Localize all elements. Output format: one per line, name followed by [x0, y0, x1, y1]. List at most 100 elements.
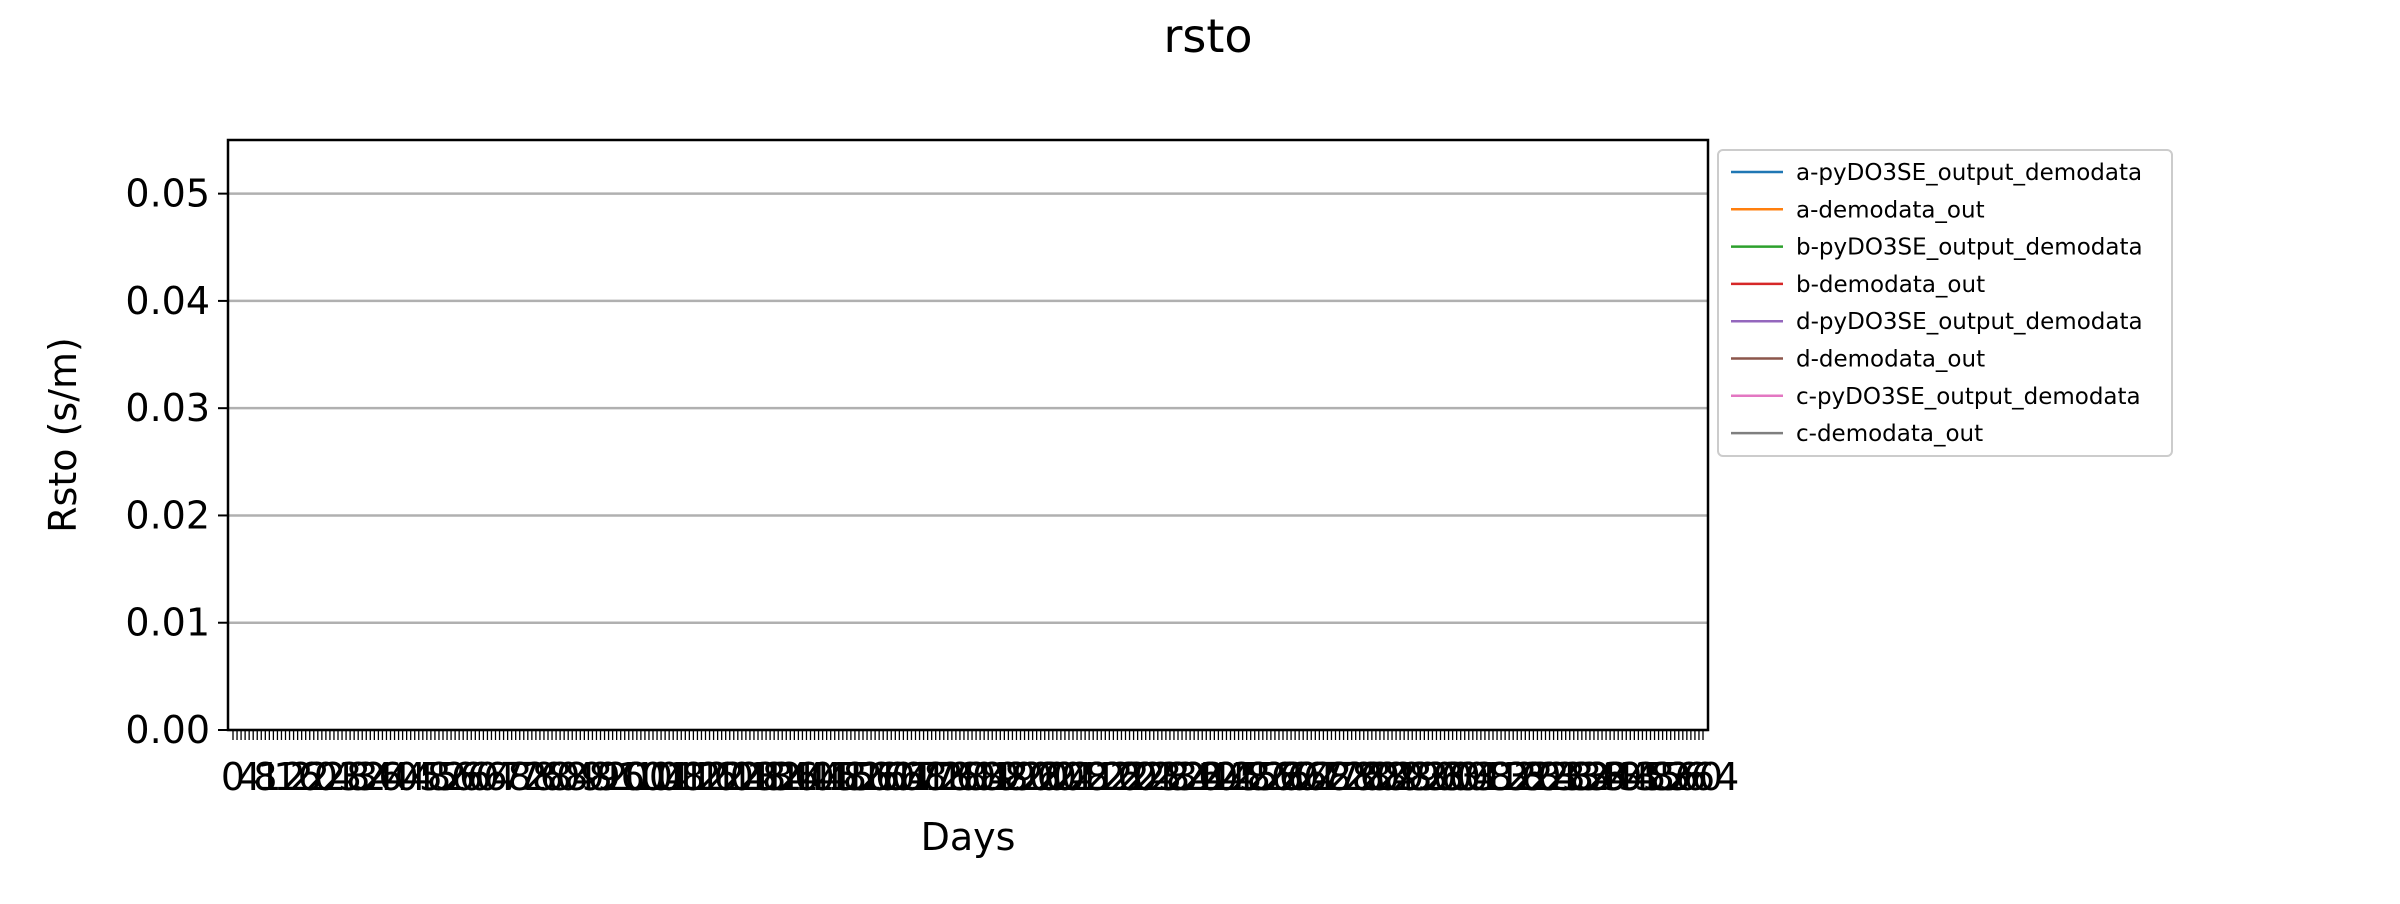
x-tick-label: 288 [1360, 755, 1433, 799]
x-tick-label: 204 [1021, 755, 1094, 799]
y-tick-label: 0.05 [125, 172, 210, 216]
x-tick-label: 312 [1457, 755, 1530, 799]
x-tick-label: 60 [451, 755, 499, 799]
x-tick-label: 216 [1069, 755, 1142, 799]
x-tick-label: 40 [370, 755, 418, 799]
x-tick-label: 252 [1214, 755, 1287, 799]
x-tick-label: 332 [1538, 755, 1611, 799]
x-tick-label: 140 [762, 755, 835, 799]
x-tick-label: 188 [956, 755, 1029, 799]
x-tick-label: 212 [1053, 755, 1126, 799]
x-tick-label: 364 [1667, 755, 1740, 799]
x-tick-label: 100 [601, 755, 674, 799]
x-tick-label: 16 [273, 755, 321, 799]
x-tick-label: 120 [681, 755, 754, 799]
chart-title: rsto [1163, 9, 1252, 63]
x-tick-label: 108 [633, 755, 706, 799]
x-tick-label: 200 [1004, 755, 1077, 799]
x-tick-label: 160 [843, 755, 916, 799]
x-tick-label: 284 [1344, 755, 1417, 799]
legend-label: b-pyDO3SE_output_demodata [1796, 235, 2143, 261]
x-tick-label: 144 [778, 755, 851, 799]
legend: a-pyDO3SE_output_demodata a-demodata_outb… [1717, 149, 2173, 457]
x-tick-label: 248 [1198, 755, 1271, 799]
x-tick-label: 208 [1037, 755, 1110, 799]
x-tick-label: 68 [483, 755, 531, 799]
legend-label: a-demodata_out [1796, 197, 1985, 223]
y-tick-label: 0.00 [125, 708, 210, 752]
x-tick-label: 168 [875, 755, 948, 799]
x-tick-label: 308 [1441, 755, 1514, 799]
x-tick-label: 132 [730, 755, 803, 799]
x-tick-label: 92 [580, 755, 628, 799]
x-tick-label: 4 [237, 755, 261, 799]
x-tick-label: 12 [257, 755, 305, 799]
x-tick-label: 156 [827, 755, 900, 799]
x-axis-ticks: 0481216202428323640444852566064687276808… [221, 730, 1739, 799]
x-tick-label: 296 [1392, 755, 1465, 799]
x-tick-label: 244 [1182, 755, 1255, 799]
x-tick-label: 32 [338, 755, 386, 799]
x-tick-label: 176 [908, 755, 981, 799]
x-tick-label: 64 [467, 755, 515, 799]
legend-label: c-pyDO3SE_output_demodata [1796, 384, 2141, 410]
legend-label: c-demodata_out [1796, 421, 1983, 447]
x-tick-label: 80 [532, 755, 580, 799]
y-axis-ticks: 0.00 0.01 0.02 0.03 0.04 0.05 [125, 172, 228, 752]
x-axis-label: Days [921, 815, 1016, 859]
legend-label: d-pyDO3SE_output_demodata [1796, 309, 2143, 335]
x-tick-label: 116 [665, 755, 738, 799]
x-tick-label: 228 [1118, 755, 1191, 799]
x-tick-label: 88 [564, 755, 612, 799]
x-tick-label: 72 [500, 755, 548, 799]
x-tick-label: 0 [221, 755, 245, 799]
x-tick-label: 276 [1311, 755, 1384, 799]
x-tick-label: 280 [1328, 755, 1401, 799]
x-tick-label: 184 [940, 755, 1013, 799]
x-tick-label: 52 [419, 755, 467, 799]
x-tick-label: 240 [1166, 755, 1239, 799]
x-tick-label: 136 [746, 755, 819, 799]
x-tick-label: 28 [322, 755, 370, 799]
x-tick-label: 344 [1586, 755, 1659, 799]
x-tick-label: 324 [1505, 755, 1578, 799]
x-tick-label: 340 [1570, 755, 1643, 799]
y-tick-label: 0.02 [125, 493, 210, 537]
x-tick-label: 224 [1101, 755, 1174, 799]
x-tick-label: 124 [698, 755, 771, 799]
x-tick-label: 192 [972, 755, 1045, 799]
x-tick-label: 304 [1424, 755, 1497, 799]
x-tick-label: 268 [1279, 755, 1352, 799]
y-tick-label: 0.03 [125, 386, 210, 430]
x-tick-label: 164 [859, 755, 932, 799]
y-tick-label: 0.01 [125, 601, 210, 645]
x-tick-label: 56 [435, 755, 483, 799]
x-tick-label: 264 [1263, 755, 1336, 799]
x-tick-label: 356 [1634, 755, 1707, 799]
x-tick-label: 36 [354, 755, 402, 799]
x-tick-label: 96 [597, 755, 645, 799]
x-tick-label: 104 [617, 755, 690, 799]
x-tick-label: 352 [1618, 755, 1691, 799]
x-tick-label: 112 [649, 755, 722, 799]
x-tick-label: 272 [1295, 755, 1368, 799]
legend-label: a-pyDO3SE_output_demodata [1796, 160, 2142, 186]
x-tick-label: 20 [290, 755, 338, 799]
x-tick-label: 320 [1489, 755, 1562, 799]
grid-lines [228, 192, 1708, 732]
legend-label: b-demodata_out [1796, 272, 1985, 298]
plot-frame [226, 138, 1710, 732]
x-tick-label: 232 [1134, 755, 1207, 799]
x-tick-label: 44 [387, 755, 435, 799]
x-tick-label: 24 [306, 755, 354, 799]
x-tick-label: 348 [1602, 755, 1675, 799]
x-tick-label: 76 [516, 755, 564, 799]
legend-label: d-demodata_out [1796, 347, 1985, 373]
x-tick-label: 8 [253, 755, 277, 799]
x-tick-label: 84 [548, 755, 596, 799]
x-tick-label: 196 [988, 755, 1061, 799]
x-tick-label: 48 [403, 755, 451, 799]
x-tick-label: 300 [1408, 755, 1481, 799]
